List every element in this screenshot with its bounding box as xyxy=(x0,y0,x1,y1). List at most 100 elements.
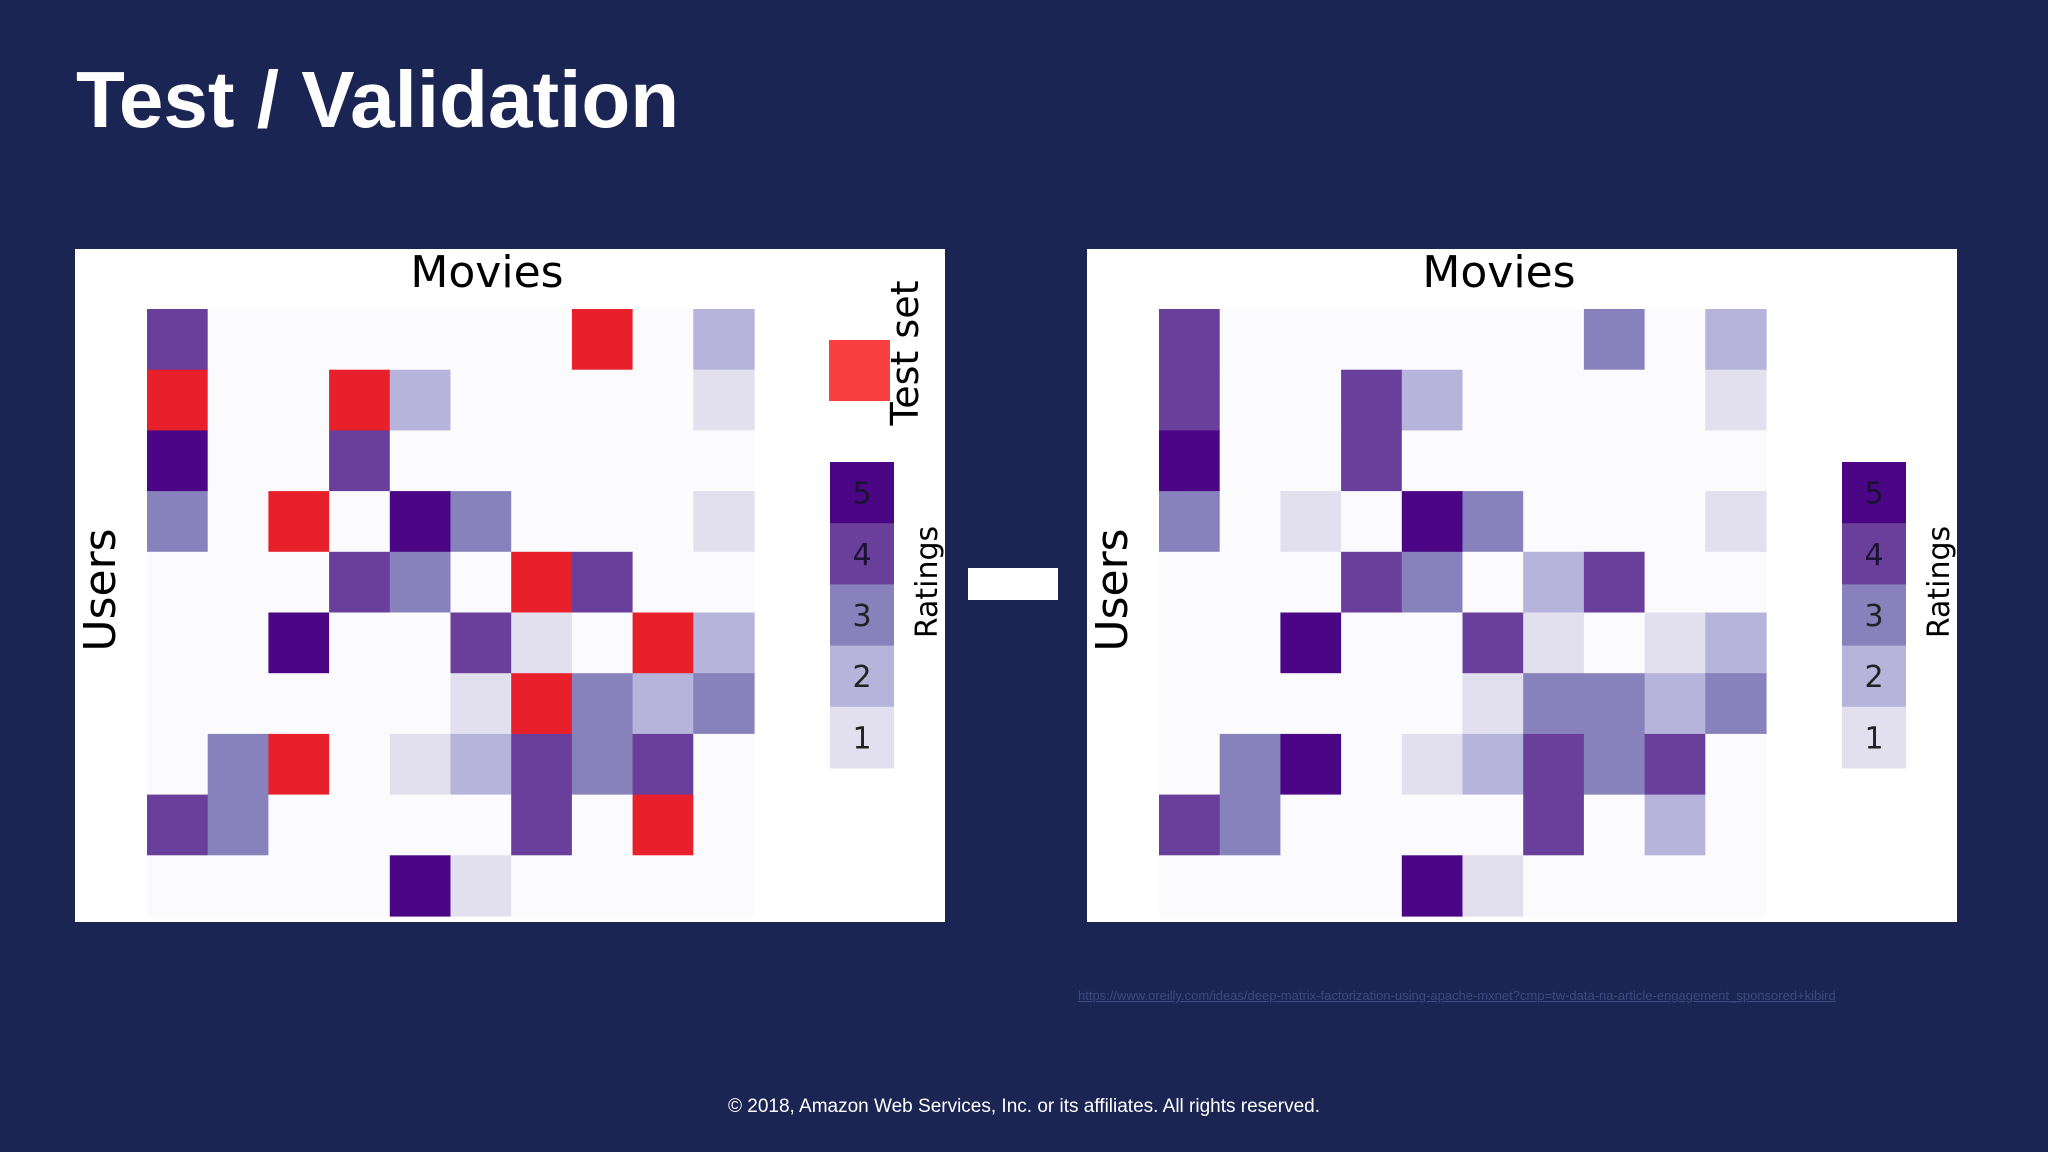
empty-cell xyxy=(1583,612,1646,674)
empty-cell xyxy=(511,369,573,431)
rating-cell xyxy=(1523,612,1585,674)
rating-cell xyxy=(1462,855,1524,917)
empty-cell xyxy=(1219,430,1281,492)
rating-cell xyxy=(1341,369,1403,431)
rating-cell xyxy=(1462,673,1524,735)
empty-cell xyxy=(1401,794,1464,856)
rating-cell xyxy=(147,430,209,492)
empty-cell xyxy=(207,612,269,674)
rating-cell xyxy=(207,733,269,796)
empty-cell xyxy=(207,855,269,917)
empty-cell xyxy=(329,491,391,553)
rating-cell xyxy=(632,733,694,796)
empty-cell xyxy=(1644,551,1706,614)
empty-cell xyxy=(268,673,330,735)
rating-cell xyxy=(571,733,634,796)
rating-cell xyxy=(147,794,209,856)
empty-cell xyxy=(571,612,634,674)
rating-cell xyxy=(511,612,573,674)
rating-cell xyxy=(1280,733,1342,796)
legend-swatch-1 xyxy=(1842,706,1906,769)
rating-cell xyxy=(1280,491,1342,553)
empty-cell xyxy=(207,673,269,735)
rating-cell xyxy=(1644,794,1706,856)
empty-cell xyxy=(1644,430,1706,492)
empty-cell xyxy=(1341,733,1403,796)
rating-cell xyxy=(450,673,512,735)
copyright-text: © 2018, Amazon Web Services, Inc. or its… xyxy=(727,1096,1320,1117)
rating-cell xyxy=(1159,430,1221,492)
heatmap-cells xyxy=(147,309,755,917)
empty-cell xyxy=(1523,855,1585,917)
empty-cell xyxy=(1341,491,1403,553)
empty-cell xyxy=(1523,491,1585,553)
empty-cell xyxy=(1401,309,1464,371)
empty-cell xyxy=(571,369,634,431)
rating-cell xyxy=(450,733,512,796)
rating-cell xyxy=(1705,369,1767,431)
empty-cell xyxy=(1583,369,1646,431)
empty-cell xyxy=(1523,369,1585,431)
empty-cell xyxy=(147,551,209,614)
test-set-cell xyxy=(147,369,209,431)
empty-cell xyxy=(329,673,391,735)
test-set-swatch xyxy=(829,340,890,401)
rating-cell xyxy=(147,309,209,371)
rating-cell xyxy=(1159,369,1221,431)
empty-cell xyxy=(1341,612,1403,674)
rating-cell xyxy=(1462,612,1524,674)
empty-cell xyxy=(389,673,452,735)
empty-cell xyxy=(1401,430,1464,492)
test-set-cell xyxy=(571,309,634,371)
empty-cell xyxy=(511,309,573,371)
legend-title: Ratings xyxy=(1922,526,1957,638)
legend-swatch-5 xyxy=(1842,462,1906,524)
rating-cell xyxy=(1523,794,1585,856)
y-axis-label: Users xyxy=(1087,528,1138,651)
rating-cell xyxy=(1401,855,1464,917)
empty-cell xyxy=(1280,430,1342,492)
rating-cell xyxy=(268,612,330,674)
empty-cell xyxy=(268,855,330,917)
empty-cell xyxy=(632,430,694,492)
empty-cell xyxy=(329,733,391,796)
empty-cell xyxy=(1219,551,1281,614)
test-set-cell xyxy=(511,551,573,614)
empty-cell xyxy=(1341,855,1403,917)
rating-cell xyxy=(329,551,391,614)
rating-cell xyxy=(1583,733,1646,796)
rating-cell xyxy=(1705,673,1767,735)
empty-cell xyxy=(632,855,694,917)
source-link[interactable]: https://www.oreilly.com/ideas/deep-matri… xyxy=(1078,988,1836,1003)
ratings-legend: 5 4 3 2 1 xyxy=(830,462,894,769)
empty-cell xyxy=(1280,673,1342,735)
empty-cell xyxy=(1219,369,1281,431)
rating-cell xyxy=(389,733,452,796)
test-set-cell xyxy=(632,612,694,674)
empty-cell xyxy=(207,491,269,553)
empty-cell xyxy=(632,369,694,431)
rating-cell xyxy=(329,430,391,492)
empty-cell xyxy=(268,369,330,431)
empty-cell xyxy=(1644,369,1706,431)
empty-cell xyxy=(1159,612,1221,674)
rating-cell xyxy=(207,794,269,856)
empty-cell xyxy=(511,855,573,917)
legend-level-label: 1 xyxy=(852,721,871,756)
rating-cell xyxy=(1523,733,1585,796)
rating-cell xyxy=(1644,733,1706,796)
empty-cell xyxy=(1219,612,1281,674)
test-set-label: Test set xyxy=(883,281,927,427)
empty-cell xyxy=(693,551,755,614)
empty-cell xyxy=(268,794,330,856)
ratings-legend: 5 4 3 2 1 xyxy=(1842,462,1906,769)
empty-cell xyxy=(389,309,452,371)
rating-cell xyxy=(1644,673,1706,735)
legend-swatch-2 xyxy=(1842,645,1906,708)
empty-cell xyxy=(1462,551,1524,614)
rating-cell xyxy=(1280,612,1342,674)
empty-cell xyxy=(389,430,452,492)
empty-cell xyxy=(207,430,269,492)
chart-title: Movies xyxy=(1422,249,1575,298)
empty-cell xyxy=(1705,794,1767,856)
